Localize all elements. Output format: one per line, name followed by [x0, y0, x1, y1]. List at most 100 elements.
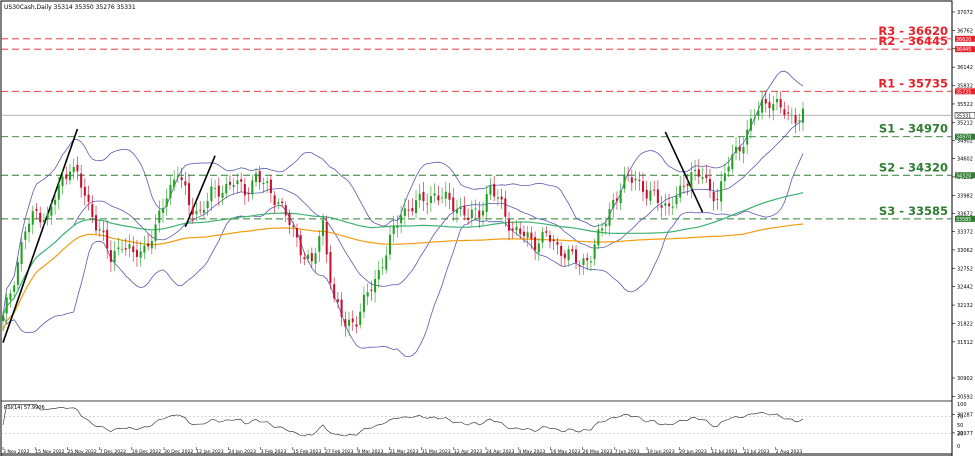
x-tick-label: 31 Mar 2023 [422, 449, 451, 455]
candle [214, 179, 217, 199]
candle [1, 311, 5, 332]
candle [255, 167, 258, 187]
candle [519, 221, 522, 239]
candle [13, 281, 16, 298]
y-tick-label: 30287 [957, 413, 973, 419]
bollinger-middle [2, 119, 804, 316]
candle [601, 222, 604, 237]
candle [444, 181, 447, 207]
candle [228, 174, 231, 190]
candle [429, 186, 432, 213]
x-tick-label: 15 Nov 2022 [35, 449, 64, 455]
candle [388, 225, 391, 261]
x-tick-label: 24 Jan 2023 [228, 449, 256, 455]
candle [415, 190, 418, 219]
candle [567, 245, 570, 267]
y-tick-label: 35522 [957, 102, 973, 108]
candle [541, 226, 544, 249]
candle [437, 185, 440, 206]
candle [615, 191, 618, 210]
candle [720, 171, 723, 211]
candle [106, 220, 109, 259]
candle [314, 247, 317, 273]
level-tag-text: 33585 [956, 217, 971, 223]
candle [221, 185, 224, 206]
candle [57, 176, 60, 210]
moving-average-green [2, 192, 804, 316]
date-axis: 3 Nov 2022 15 Nov 2022 25 Nov 2022 7 Dec 20… [2, 447, 803, 455]
candle [262, 177, 265, 194]
rsi-tick-label: 0 [957, 444, 960, 450]
candle [288, 209, 291, 235]
x-tick-label: 7 Dec 2022 [100, 449, 127, 455]
candle [534, 231, 537, 260]
y-tick-label: 36142 [957, 65, 973, 71]
candle [202, 201, 205, 219]
candle [790, 107, 793, 124]
candle [400, 205, 403, 234]
candle [396, 215, 399, 238]
candle [422, 181, 425, 211]
candle [794, 108, 797, 134]
candle [284, 201, 287, 223]
candle [98, 219, 101, 238]
candle [161, 198, 165, 223]
x-tick-label: 4 May 2023 [518, 449, 545, 455]
candle [757, 101, 760, 121]
level-tag-text: 36445 [956, 47, 971, 53]
candle [158, 200, 161, 233]
candle [697, 159, 700, 185]
y-tick-label: 32132 [957, 303, 973, 309]
candle [381, 257, 384, 275]
candle [403, 198, 406, 225]
candle [385, 245, 388, 274]
candle [787, 105, 790, 121]
candle [746, 120, 749, 155]
x-tick-label: 11 Jul 2023 [711, 449, 737, 455]
candle [72, 158, 75, 180]
x-tick-label: 12 Apr 2023 [454, 449, 482, 455]
trendlines [2, 128, 704, 343]
candle [117, 237, 120, 256]
candle [9, 289, 12, 308]
x-tick-label: 2 Aug 2023 [776, 449, 803, 455]
candle [303, 252, 306, 265]
bollinger-bands [2, 70, 804, 358]
candle [277, 198, 280, 210]
candle [20, 237, 23, 272]
candle [515, 219, 518, 237]
bollinger-lower [2, 153, 804, 358]
candle [418, 183, 421, 209]
candle [727, 156, 730, 178]
candle [87, 185, 90, 211]
x-tick-label: 19 Jun 2023 [647, 449, 675, 455]
candle [329, 245, 332, 290]
candle [801, 102, 805, 132]
candle [80, 164, 83, 198]
level-tag-text: 35735 [956, 89, 971, 95]
candle [742, 137, 745, 164]
x-tick-label: 15 Feb 2023 [293, 449, 322, 455]
candle [671, 196, 674, 216]
candle [258, 165, 261, 190]
candle [694, 159, 697, 181]
level-label-s1: S1 - 34970 [879, 122, 948, 136]
y-tick-label: 29977 [957, 431, 973, 437]
x-tick-label: 24 Apr 2023 [486, 449, 514, 455]
main-plot-frame [0, 0, 953, 456]
candle [552, 235, 555, 251]
candle [682, 175, 685, 194]
candle [173, 169, 176, 192]
level-label-r3: R3 - 36620 [878, 24, 948, 38]
candle [779, 91, 782, 114]
candle [690, 162, 693, 199]
candle [452, 187, 455, 222]
candle [578, 260, 581, 276]
candle [630, 169, 633, 192]
candle [95, 205, 98, 235]
y-tick-label: 33982 [957, 193, 973, 199]
candle [128, 234, 131, 258]
level-labels: R3 - 36620 36620 R2 - 36445 36445 R1 - 35735… [878, 24, 975, 223]
y-tick-label: 36762 [957, 28, 973, 34]
candle [281, 197, 284, 208]
